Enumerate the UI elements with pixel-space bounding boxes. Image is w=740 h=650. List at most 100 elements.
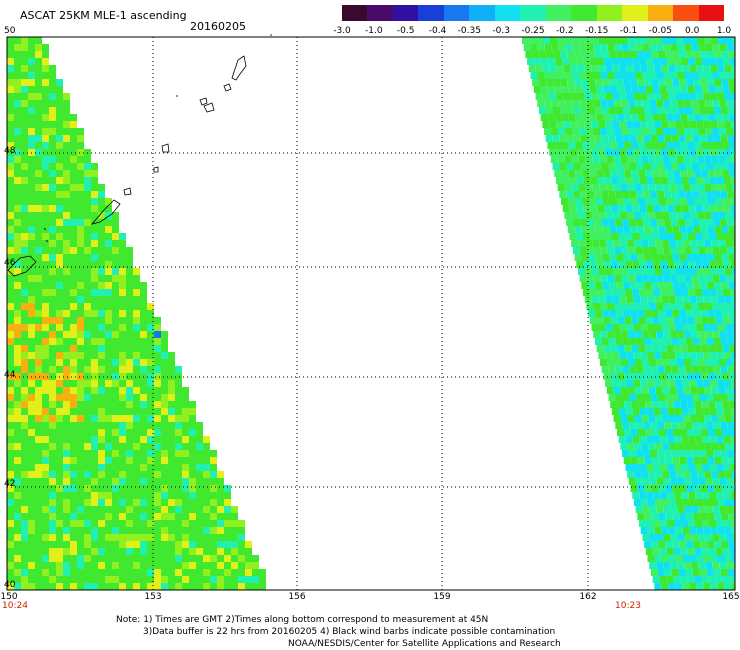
wind-cell — [70, 443, 77, 450]
wind-cell — [42, 583, 49, 590]
wind-cell — [634, 443, 642, 450]
wind-cell — [35, 324, 42, 331]
wind-cell — [618, 289, 626, 296]
wind-cell — [685, 107, 693, 114]
wind-cell — [680, 114, 688, 121]
wind-cell — [49, 408, 56, 415]
wind-cell — [210, 534, 217, 541]
wind-cell — [694, 198, 702, 205]
wind-cell — [168, 366, 175, 373]
wind-cell — [654, 380, 662, 387]
wind-cell — [733, 562, 735, 569]
wind-cell — [604, 289, 612, 296]
wind-cell — [627, 37, 634, 44]
wind-cell — [42, 373, 49, 380]
wind-cell — [49, 100, 56, 107]
wind-cell — [610, 317, 618, 324]
wind-cell — [575, 198, 583, 205]
wind-cell — [126, 394, 133, 401]
wind-cell — [14, 310, 21, 317]
wind-cell — [612, 268, 620, 275]
wind-cell — [629, 338, 637, 345]
wind-cell — [7, 366, 14, 373]
grid-lines — [7, 37, 735, 590]
wind-cell — [56, 226, 63, 233]
wind-cell — [726, 275, 734, 282]
wind-cell — [126, 254, 133, 261]
wind-cell — [624, 317, 632, 324]
wind-cell — [21, 464, 28, 471]
wind-cell — [721, 457, 729, 464]
wind-cell — [575, 142, 583, 149]
wind-cell — [721, 513, 729, 520]
wind-cell — [714, 310, 722, 317]
wind-cell — [556, 121, 564, 128]
wind-cell — [42, 380, 49, 387]
wind-cell — [49, 107, 56, 114]
wind-cell — [42, 541, 49, 548]
wind-cell — [627, 184, 635, 191]
wind-cell — [7, 569, 14, 576]
wind-cell — [639, 261, 647, 268]
wind-cell — [91, 310, 98, 317]
wind-cell — [84, 205, 91, 212]
wind-cell — [591, 296, 599, 303]
wind-cell — [619, 296, 627, 303]
wind-cell — [7, 44, 14, 51]
wind-cell — [646, 436, 654, 443]
wind-cell — [91, 261, 98, 268]
wind-cell — [70, 121, 77, 128]
wind-cell — [91, 562, 98, 569]
wind-cell — [91, 191, 98, 198]
wind-cell — [91, 331, 98, 338]
wind-cell — [572, 44, 580, 51]
wind-cell — [680, 198, 688, 205]
wind-cell — [133, 352, 140, 359]
wind-cell — [715, 170, 723, 177]
wind-cell — [604, 261, 612, 268]
wind-cell — [84, 170, 91, 177]
wind-cell — [49, 555, 56, 562]
wind-cell — [84, 492, 91, 499]
wind-cell — [126, 247, 133, 254]
wind-cell — [653, 436, 661, 443]
wind-cell — [659, 373, 667, 380]
wind-cell — [700, 51, 708, 58]
wind-cell — [702, 58, 710, 65]
wind-cell — [589, 170, 597, 177]
wind-cell — [574, 254, 582, 261]
wind-cell — [547, 86, 555, 93]
wind-cell — [635, 275, 643, 282]
wind-cell — [70, 310, 77, 317]
wind-cell — [28, 471, 35, 478]
wind-cell — [133, 282, 140, 289]
wind-cell — [7, 86, 14, 93]
wind-cell — [671, 366, 679, 373]
wind-cell — [14, 37, 21, 44]
wind-cell — [688, 520, 696, 527]
wind-cell — [654, 555, 662, 562]
wind-cell — [28, 163, 35, 170]
wind-cell — [579, 72, 587, 79]
wind-cell — [731, 93, 735, 100]
wind-cell — [56, 303, 63, 310]
wind-cell — [676, 212, 684, 219]
wind-cell — [643, 163, 651, 170]
wind-cell — [713, 569, 721, 576]
wind-cell — [126, 373, 133, 380]
wind-cell — [601, 338, 609, 345]
wind-cell — [7, 506, 14, 513]
wind-cell — [653, 177, 661, 184]
wind-cell — [635, 44, 643, 51]
wind-cell — [14, 51, 21, 58]
wind-cell — [189, 436, 196, 443]
wind-cell — [618, 58, 626, 65]
wind-cell — [590, 58, 598, 65]
wind-cell — [28, 184, 35, 191]
wind-cell — [28, 345, 35, 352]
wind-cell — [189, 422, 196, 429]
wind-cell — [98, 359, 105, 366]
wind-cell — [161, 520, 168, 527]
wind-cell — [98, 282, 105, 289]
wind-cell — [671, 135, 679, 142]
